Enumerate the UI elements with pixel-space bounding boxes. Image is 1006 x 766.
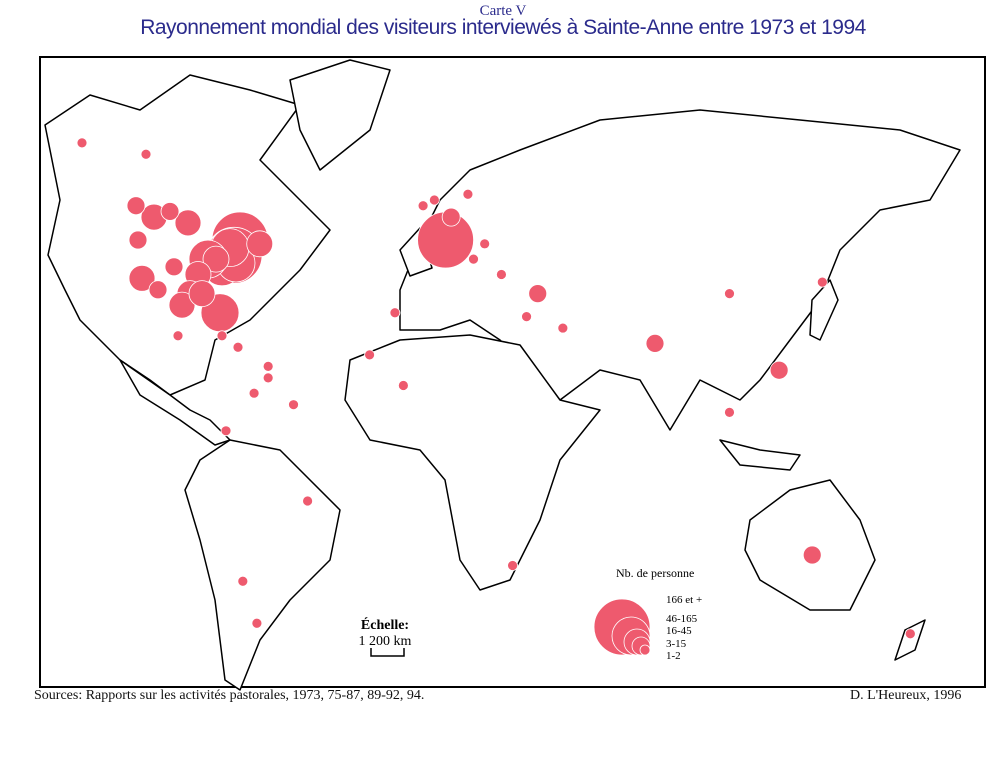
visitor-circle [528, 284, 548, 304]
visitor-circle [202, 245, 230, 273]
scale-bar [370, 648, 405, 657]
visitor-circle [128, 264, 156, 292]
visitor-circle [724, 288, 735, 300]
visitor-circle [188, 280, 216, 308]
visitor-circle [462, 188, 474, 200]
visitor-circle [397, 380, 409, 391]
visitor-circle [288, 399, 299, 411]
visitor-circle [724, 406, 735, 418]
visitor-circle [160, 202, 180, 221]
sources-note: Sources: Rapports sur les activités past… [34, 688, 425, 703]
visitor-circle [802, 545, 822, 565]
great-britain [399, 227, 433, 277]
land [44, 59, 961, 691]
legend-label-4: 46-165 [666, 613, 698, 625]
visitor-circle [468, 253, 479, 265]
africa [344, 334, 601, 591]
legend-label-2: 3-15 [666, 638, 687, 650]
visitor-circle [216, 330, 228, 342]
visitor-circles [76, 137, 916, 640]
visitor-circle [232, 341, 244, 353]
visitor-circle [816, 276, 828, 288]
map-label: Carte V [479, 3, 527, 19]
visitor-circle [168, 291, 196, 319]
visitor-circle [164, 257, 184, 277]
visitor-circle [248, 387, 260, 399]
south-america [184, 439, 341, 691]
visitor-circle [76, 137, 88, 149]
greenland [289, 59, 391, 171]
visitor-circle [251, 617, 263, 629]
visitor-circle [148, 280, 168, 300]
visitor-circle [389, 307, 401, 319]
legend-label-1: 1-2 [666, 650, 681, 662]
visitor-circle [428, 194, 440, 206]
visitor-circle [262, 360, 274, 372]
visitor-circle [262, 372, 274, 384]
new-zealand [894, 619, 926, 661]
visitor-circle [246, 230, 274, 258]
visitor-circle [220, 425, 232, 437]
visitor-circle [441, 207, 461, 227]
legend-label-3: 16-45 [666, 625, 692, 637]
map-title: Rayonnement mondial des visiteurs interv… [140, 16, 866, 39]
visitor-circle [174, 209, 202, 237]
visitor-circle [479, 238, 491, 250]
visitor-circle [904, 628, 916, 640]
visitor-circle [237, 575, 249, 587]
visitor-circle [417, 200, 429, 212]
visitor-circle [557, 322, 569, 334]
visitor-circle [364, 349, 375, 361]
legend-circles [593, 598, 651, 656]
legend-circle-1 [639, 644, 651, 656]
visitor-circle [496, 269, 507, 280]
visitor-circle [507, 560, 518, 571]
australia [744, 479, 876, 611]
visitor-circle [128, 230, 148, 250]
visitor-circle [172, 330, 184, 342]
visitor-circle [521, 311, 532, 322]
scale-value: 1 200 km [358, 634, 412, 649]
visitor-circle [769, 360, 789, 380]
map-frame [39, 56, 986, 688]
scale-title: Échelle: [360, 618, 410, 633]
visitor-circle [645, 334, 665, 353]
visitor-circle [302, 495, 314, 507]
visitor-circle [140, 148, 152, 160]
legend-label-5: 166 et + [666, 594, 703, 606]
legend-title: Nb. de personne [616, 566, 695, 580]
author-credit: D. L'Heureux, 1996 [850, 688, 962, 703]
visitor-circle [126, 196, 146, 216]
indonesia [719, 439, 801, 471]
